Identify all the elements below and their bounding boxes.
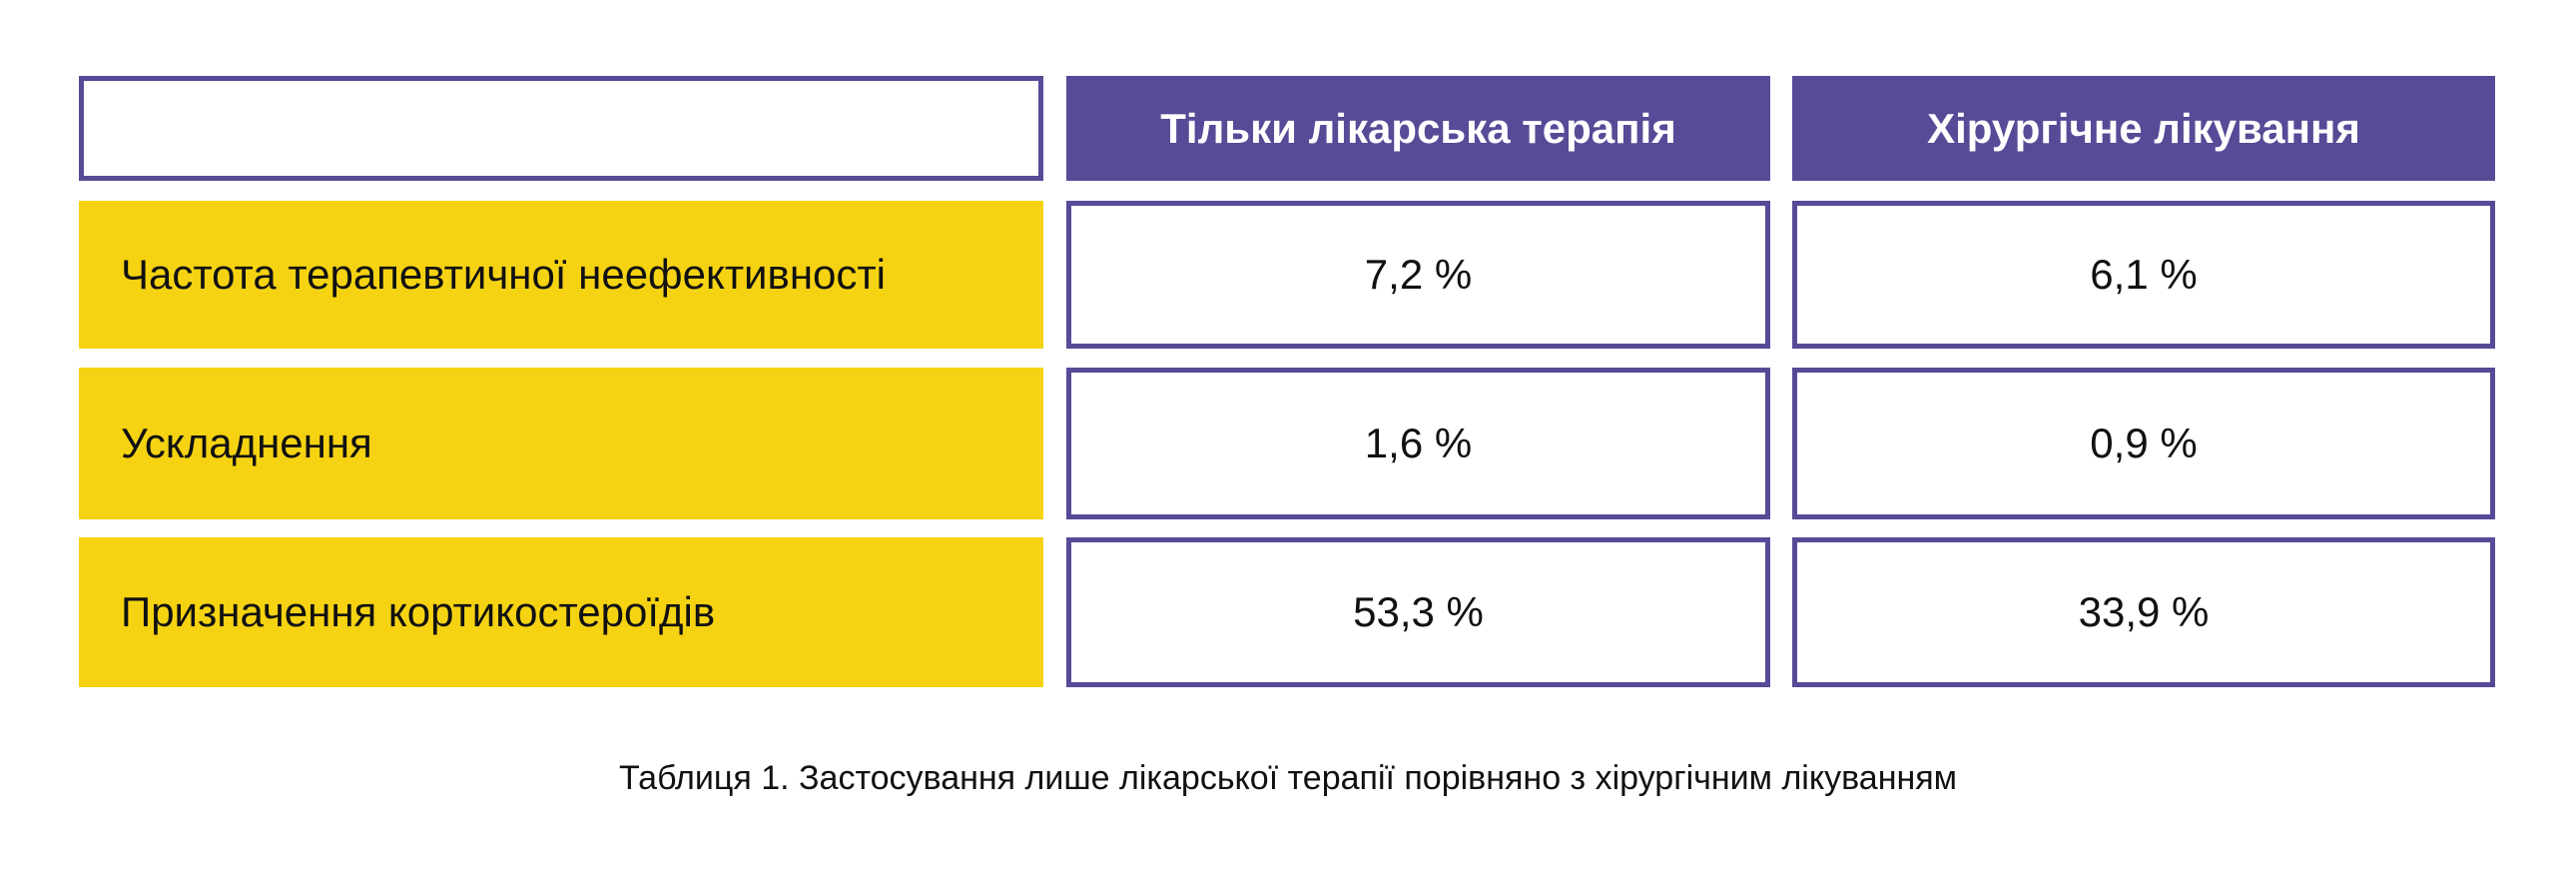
header-empty-cell xyxy=(79,76,1043,181)
value-cell: 33,9 % xyxy=(1792,537,2495,687)
value-cell: 7,2 % xyxy=(1066,201,1770,349)
value-cell: 0,9 % xyxy=(1792,368,2495,519)
value-cell: 53,3 % xyxy=(1066,537,1770,687)
row-label-treatment-failure: Частота терапевтичної неефективності xyxy=(79,201,1043,349)
header-medication-only: Тільки лікарська терапія xyxy=(1066,76,1770,181)
table-caption: Таблиця 1. Застосування лише лікарської … xyxy=(618,759,1958,797)
value-cell: 1,6 % xyxy=(1066,368,1770,519)
header-surgical: Хірургічне лікування xyxy=(1792,76,2495,181)
row-label-complications: Ускладнення xyxy=(79,368,1043,519)
row-label-corticosteroids: Призначення кортикостероїдів xyxy=(79,537,1043,687)
value-cell: 6,1 % xyxy=(1792,201,2495,349)
